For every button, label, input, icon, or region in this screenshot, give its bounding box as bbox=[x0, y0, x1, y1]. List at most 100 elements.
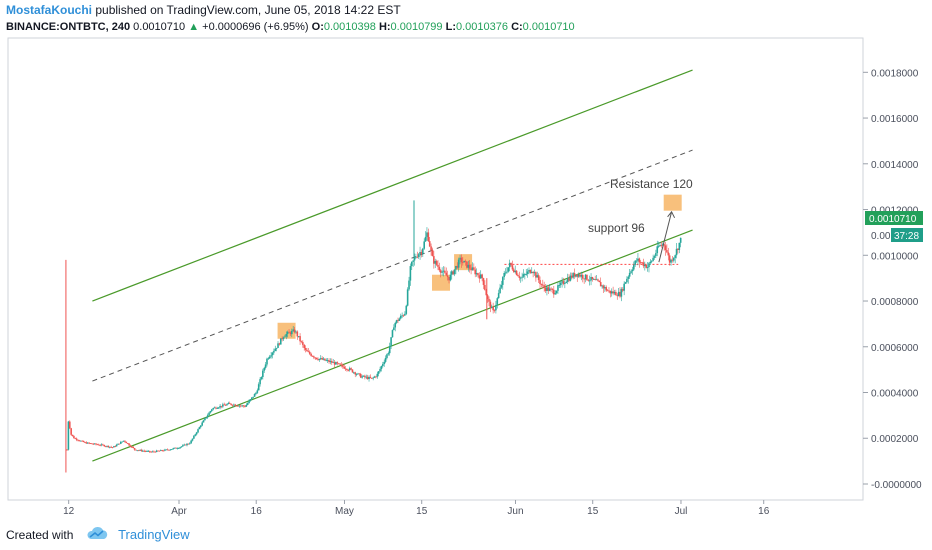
candle-body bbox=[199, 425, 202, 428]
candle-body bbox=[95, 443, 97, 445]
candle-body bbox=[146, 450, 148, 452]
arrow-head-icon bbox=[667, 210, 676, 219]
candle-body bbox=[204, 418, 206, 421]
candle-body bbox=[417, 254, 420, 257]
candle-body bbox=[263, 367, 266, 371]
candle-body bbox=[193, 435, 195, 439]
candle-body bbox=[660, 245, 663, 246]
candle-body bbox=[350, 368, 352, 370]
candle-body bbox=[117, 443, 119, 445]
candle-body bbox=[659, 245, 661, 247]
candle-body bbox=[209, 410, 212, 413]
plot-area[interactable] bbox=[7, 37, 864, 501]
candle-body bbox=[230, 403, 232, 405]
x-tick-label: May bbox=[335, 506, 354, 517]
candle-body bbox=[300, 341, 303, 343]
candle-body bbox=[428, 241, 431, 247]
candle-body bbox=[114, 446, 117, 447]
candle-body bbox=[311, 355, 314, 357]
y-tick-label: 0.0010000 bbox=[871, 251, 919, 262]
candle-body bbox=[234, 404, 237, 406]
price-tags: 0.0010710 0.00 37:28 bbox=[865, 211, 923, 242]
candle-body bbox=[369, 376, 372, 378]
candle-body bbox=[377, 371, 380, 374]
tradingview-brand[interactable]: TradingView bbox=[118, 527, 190, 542]
candle-body bbox=[147, 450, 150, 452]
channel-lower-line bbox=[92, 229, 693, 462]
author-link[interactable]: MostafaKouchi bbox=[6, 3, 93, 17]
time-axis[interactable]: 12 Apr 16 May 15 Jun 15 Jul 16 bbox=[63, 500, 770, 517]
candle-body bbox=[268, 356, 271, 359]
candle-body bbox=[122, 440, 125, 442]
candle-body bbox=[522, 274, 525, 277]
candle-body bbox=[577, 274, 580, 277]
candle-body bbox=[335, 362, 337, 365]
candle-body bbox=[496, 298, 499, 305]
candle-body bbox=[514, 270, 517, 273]
candle-body bbox=[544, 287, 547, 291]
candle-body bbox=[493, 310, 496, 311]
candle-body bbox=[633, 264, 635, 270]
price-chart[interactable]: 0.00180000.00160000.00140000.00120000.00… bbox=[0, 0, 932, 520]
candle-body bbox=[303, 344, 306, 349]
candle-body bbox=[540, 284, 543, 285]
candle-body bbox=[500, 284, 503, 288]
candle-body bbox=[344, 368, 347, 370]
candle-body bbox=[168, 449, 170, 451]
candle-body bbox=[99, 445, 101, 446]
candle-body bbox=[616, 295, 619, 297]
candle-body bbox=[533, 272, 536, 274]
price-axis[interactable]: 0.00180000.00160000.00140000.00120000.00… bbox=[863, 68, 922, 491]
candle-body bbox=[177, 448, 180, 449]
candle-body bbox=[644, 264, 646, 267]
candle-body bbox=[573, 273, 576, 277]
candle-body bbox=[446, 275, 449, 278]
candle-body bbox=[524, 274, 526, 275]
candle-body bbox=[307, 351, 310, 353]
candle-body bbox=[488, 298, 490, 302]
candle-body bbox=[379, 369, 381, 372]
candle-body bbox=[619, 291, 621, 297]
candle-body bbox=[129, 445, 132, 447]
candle-body bbox=[413, 257, 416, 261]
candle-body bbox=[75, 438, 78, 440]
candle-body bbox=[68, 421, 71, 429]
candle-body bbox=[223, 404, 226, 406]
candle-body bbox=[70, 428, 72, 435]
candle-body bbox=[235, 405, 238, 407]
candle-body bbox=[666, 250, 668, 253]
candle-body bbox=[569, 275, 572, 281]
candle-body bbox=[259, 379, 261, 385]
candle-body bbox=[485, 289, 488, 296]
candle-body bbox=[277, 343, 279, 348]
candle-body bbox=[266, 358, 268, 365]
candle-body bbox=[135, 449, 137, 451]
candle-body bbox=[216, 408, 219, 409]
x-tick-label: 12 bbox=[63, 506, 75, 517]
current-price-tag bbox=[865, 211, 923, 225]
candle-body bbox=[386, 354, 388, 358]
candle-body bbox=[220, 405, 223, 407]
candle-body bbox=[608, 290, 610, 292]
candle-body bbox=[295, 331, 297, 333]
candle-body bbox=[679, 237, 682, 243]
candle-body bbox=[299, 336, 301, 342]
candle-body bbox=[84, 442, 86, 443]
candle-body bbox=[477, 273, 479, 276]
candle-body bbox=[568, 278, 570, 281]
candle-body bbox=[528, 269, 530, 272]
candle-body bbox=[395, 320, 398, 323]
candle-body bbox=[339, 363, 341, 365]
candle-body bbox=[623, 283, 625, 291]
candle-body bbox=[550, 288, 552, 290]
candle-body bbox=[368, 376, 370, 380]
candle-body bbox=[624, 282, 627, 284]
candle-body bbox=[570, 275, 573, 278]
candle-body bbox=[548, 288, 551, 291]
candle-body bbox=[639, 262, 642, 264]
candle-body bbox=[187, 443, 190, 445]
candle-body bbox=[92, 443, 95, 445]
high-value: 0.0010799 bbox=[390, 21, 443, 33]
candle-body bbox=[470, 268, 472, 271]
candle-body bbox=[137, 450, 140, 452]
